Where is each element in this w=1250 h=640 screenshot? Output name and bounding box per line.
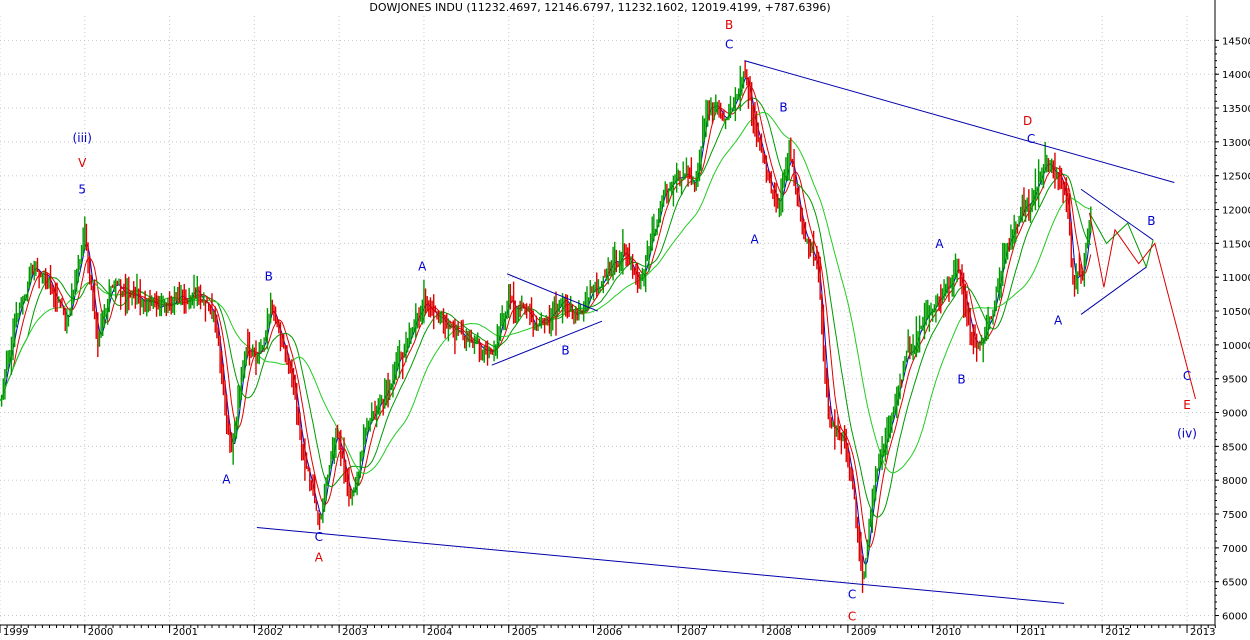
wave-label: E — [1183, 398, 1191, 412]
y-tick-label: 11500 — [1222, 239, 1250, 250]
wave-label: C — [1183, 369, 1191, 383]
wave-label: C — [848, 588, 856, 602]
y-tick-label: 13500 — [1222, 104, 1250, 115]
wave-label: B — [779, 100, 787, 114]
trendline — [1080, 266, 1147, 315]
x-tick-label: 2001 — [173, 627, 198, 636]
wave-label: C — [315, 530, 323, 544]
y-tick-label: 8000 — [1222, 476, 1247, 487]
x-tick-label: 2010 — [936, 627, 961, 636]
wave-label: A — [222, 473, 231, 487]
wave-label: A — [418, 259, 427, 273]
x-tick-label: 2005 — [512, 627, 537, 636]
wave-label: A — [935, 237, 944, 251]
y-tick-label: 14500 — [1222, 36, 1250, 47]
grid — [0, 16, 1215, 625]
wave-label: C — [848, 609, 856, 623]
wave-label: V — [78, 156, 87, 170]
x-tick-label: 2000 — [88, 627, 113, 636]
trendline — [1080, 188, 1154, 241]
wave-label: B — [957, 372, 965, 386]
y-tick-label: 7000 — [1222, 544, 1247, 555]
trendline — [744, 60, 1175, 183]
moving-average-line — [0, 76, 1092, 566]
x-tick-label: 2013 — [1190, 627, 1215, 636]
y-tick-label: 12000 — [1222, 206, 1250, 217]
trendline — [256, 527, 1065, 604]
price-bars — [0, 60, 1092, 593]
trendlines — [256, 60, 1175, 604]
x-tick-label: 2009 — [851, 627, 876, 636]
wave-label: A — [315, 550, 324, 564]
wave-label: 5 — [78, 182, 86, 196]
y-tick-label: 9500 — [1222, 375, 1247, 386]
wave-label: B — [561, 343, 569, 357]
wave-label: C — [1027, 132, 1035, 146]
wave-label: A — [1054, 314, 1063, 328]
wave-label: B — [725, 18, 733, 32]
wave-label: D — [1023, 114, 1032, 128]
y-tick-label: 6500 — [1222, 578, 1247, 589]
y-tick-label: 8500 — [1222, 442, 1247, 453]
x-tick-label: 2002 — [257, 627, 282, 636]
moving-average-line — [0, 111, 1091, 475]
trendline — [491, 320, 603, 366]
y-tick-label: 7500 — [1222, 510, 1247, 521]
y-tick-label: 10500 — [1222, 307, 1250, 318]
moving-averages — [0, 76, 1092, 566]
wave-label: (iv) — [1177, 427, 1197, 441]
trendline — [506, 273, 598, 312]
x-tick-label: 2004 — [427, 627, 452, 636]
moving-average-line — [0, 97, 1092, 518]
wave-label: B — [1147, 214, 1155, 228]
wave-label: (iii) — [73, 131, 92, 145]
moving-average-line — [0, 84, 1092, 548]
projection-path-red — [1089, 212, 1196, 400]
x-tick-label: 2008 — [766, 627, 791, 636]
y-tick-label: 12500 — [1222, 172, 1250, 183]
y-tick-label: 9000 — [1222, 409, 1247, 420]
y-tick-label: 11000 — [1222, 273, 1250, 284]
projection-paths — [1089, 212, 1196, 400]
x-tick-label: 2012 — [1105, 627, 1130, 636]
y-tick-label: 10000 — [1222, 341, 1250, 352]
chart-title: DOWJONES INDU (11232.4697, 12146.6797, 1… — [369, 1, 830, 14]
y-tick-label: 14000 — [1222, 70, 1250, 81]
projection-path-green — [1089, 212, 1154, 269]
x-tick-label: 2006 — [597, 627, 622, 636]
wave-label: C — [725, 37, 733, 51]
x-tick-label: 2007 — [681, 627, 706, 636]
y-tick-label: 6000 — [1222, 612, 1247, 623]
x-tick-label: 1999 — [3, 627, 28, 636]
x-tick-label: 2011 — [1020, 627, 1045, 636]
wave-label: A — [750, 232, 759, 246]
x-tick-label: 2003 — [342, 627, 367, 636]
y-tick-label: 13000 — [1222, 138, 1250, 149]
wave-label: B — [265, 270, 273, 284]
